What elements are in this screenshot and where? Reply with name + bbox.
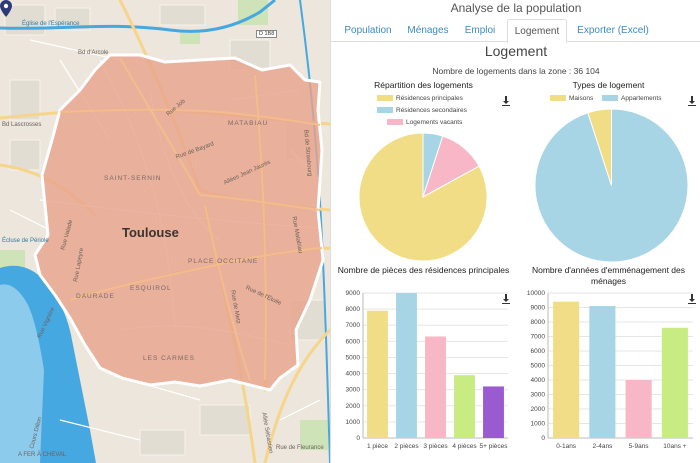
- legend-item[interactable]: Résidences secondaires: [377, 107, 467, 114]
- y-tick-label: 1000: [531, 421, 546, 428]
- tab-emploi[interactable]: Emploi: [464, 25, 496, 36]
- legend-item[interactable]: Maisons: [550, 95, 593, 102]
- y-tick-label: 4000: [346, 371, 361, 378]
- y-tick-label: 5000: [531, 363, 546, 370]
- y-tick-label: 8000: [346, 306, 361, 313]
- bar[interactable]: [625, 380, 652, 438]
- chart-title: Types de logement: [572, 80, 645, 90]
- pie-chart-types: [534, 108, 689, 263]
- bar[interactable]: [454, 375, 475, 438]
- download-icon[interactable]: [687, 96, 697, 106]
- y-tick-label: 2000: [531, 406, 546, 413]
- y-tick-label: 10000: [527, 290, 545, 297]
- y-tick-label: 3000: [346, 387, 361, 394]
- bar[interactable]: [367, 310, 388, 438]
- x-tick-label: 5-9ans: [629, 443, 650, 450]
- tab-population[interactable]: Population: [344, 25, 392, 36]
- panel-title: Analyse de la population: [450, 1, 582, 15]
- bar-chart-pieces: 0 1000 2000 3000 4000 5000 6000 7000 8000 9000 1 p…: [346, 290, 509, 450]
- chart-legend: Résidences principales Résidences second…: [331, 95, 516, 131]
- download-icon[interactable]: [501, 294, 511, 304]
- y-tick-label: 6000: [346, 338, 361, 345]
- analysis-panel: Analyse de la population Population Ména…: [330, 0, 700, 463]
- tab-export-excel[interactable]: Exporter (Excel): [577, 25, 649, 36]
- y-tick-label: 6000: [531, 348, 546, 355]
- bar[interactable]: [553, 301, 580, 438]
- bar[interactable]: [483, 386, 504, 438]
- x-tick-label: 5+ pièces: [479, 443, 508, 450]
- x-tick-label: 1 pièce: [367, 443, 388, 450]
- bar[interactable]: [425, 336, 446, 439]
- chart-legend: Maisons Appartements: [516, 95, 700, 107]
- legend-item[interactable]: Résidences principales: [377, 95, 463, 102]
- download-icon[interactable]: [687, 294, 697, 304]
- x-tick-label: 0-1ans: [556, 443, 577, 450]
- y-tick-label: 5000: [346, 354, 361, 361]
- bar-chart-emmenagement: 0 1000 2000 3000 4000 5000 6000 7000 8000 9000 100…: [527, 290, 693, 450]
- pie-slice[interactable]: [587, 108, 612, 186]
- map-canvas: [0, 0, 330, 463]
- tab-menages[interactable]: Ménages: [407, 25, 449, 36]
- y-tick-label: 9000: [531, 305, 546, 312]
- location-pin-icon[interactable]: [0, 0, 12, 17]
- bar[interactable]: [661, 327, 688, 438]
- x-tick-label: 2 pièces: [394, 443, 419, 450]
- section-title: Logement: [484, 43, 548, 59]
- housing-count-summary: Nombre de logements dans la zone : 36 10…: [432, 66, 600, 76]
- x-tick-label: 3 pièces: [423, 443, 448, 450]
- x-tick-label: 4 pièces: [452, 443, 477, 450]
- x-tick-label: 2-4ans: [592, 443, 613, 450]
- y-tick-label: 3000: [531, 392, 546, 399]
- tab-logement[interactable]: Logement: [507, 19, 567, 43]
- chart-title: Nombre de pièces des résidences principa…: [337, 265, 510, 275]
- y-tick-label: 0: [541, 435, 545, 442]
- y-tick-label: 9000: [346, 290, 361, 297]
- y-tick-label: 7000: [531, 334, 546, 341]
- y-tick-label: 2000: [346, 403, 361, 410]
- x-tick-label: 10ans +: [663, 443, 687, 450]
- y-tick-label: 1000: [346, 419, 361, 426]
- y-tick-label: 7000: [346, 322, 361, 329]
- pie-chart-repartition: [358, 132, 488, 262]
- bar[interactable]: [396, 293, 417, 438]
- y-tick-label: 8000: [531, 319, 546, 326]
- chart-title: Répartition des logements: [374, 80, 473, 90]
- map-view[interactable]: Église de l'Espérance Bd d'Arcole Rue Jo…: [0, 0, 330, 463]
- bar[interactable]: [589, 306, 616, 438]
- tab-bar: Population Ménages Emploi Logement Expor…: [331, 19, 700, 43]
- legend-item[interactable]: Logements vacants: [387, 119, 462, 126]
- chart-title: Nombre d'années d'emménagement des ménag…: [531, 265, 686, 286]
- pie-slice[interactable]: [358, 132, 488, 262]
- road-shield: D 1B8: [256, 30, 278, 38]
- y-tick-label: 4000: [531, 377, 546, 384]
- analysis-zone: [33, 53, 325, 392]
- legend-item[interactable]: Appartements: [602, 95, 661, 102]
- y-tick-label: 0: [356, 435, 360, 442]
- download-icon[interactable]: [501, 96, 511, 106]
